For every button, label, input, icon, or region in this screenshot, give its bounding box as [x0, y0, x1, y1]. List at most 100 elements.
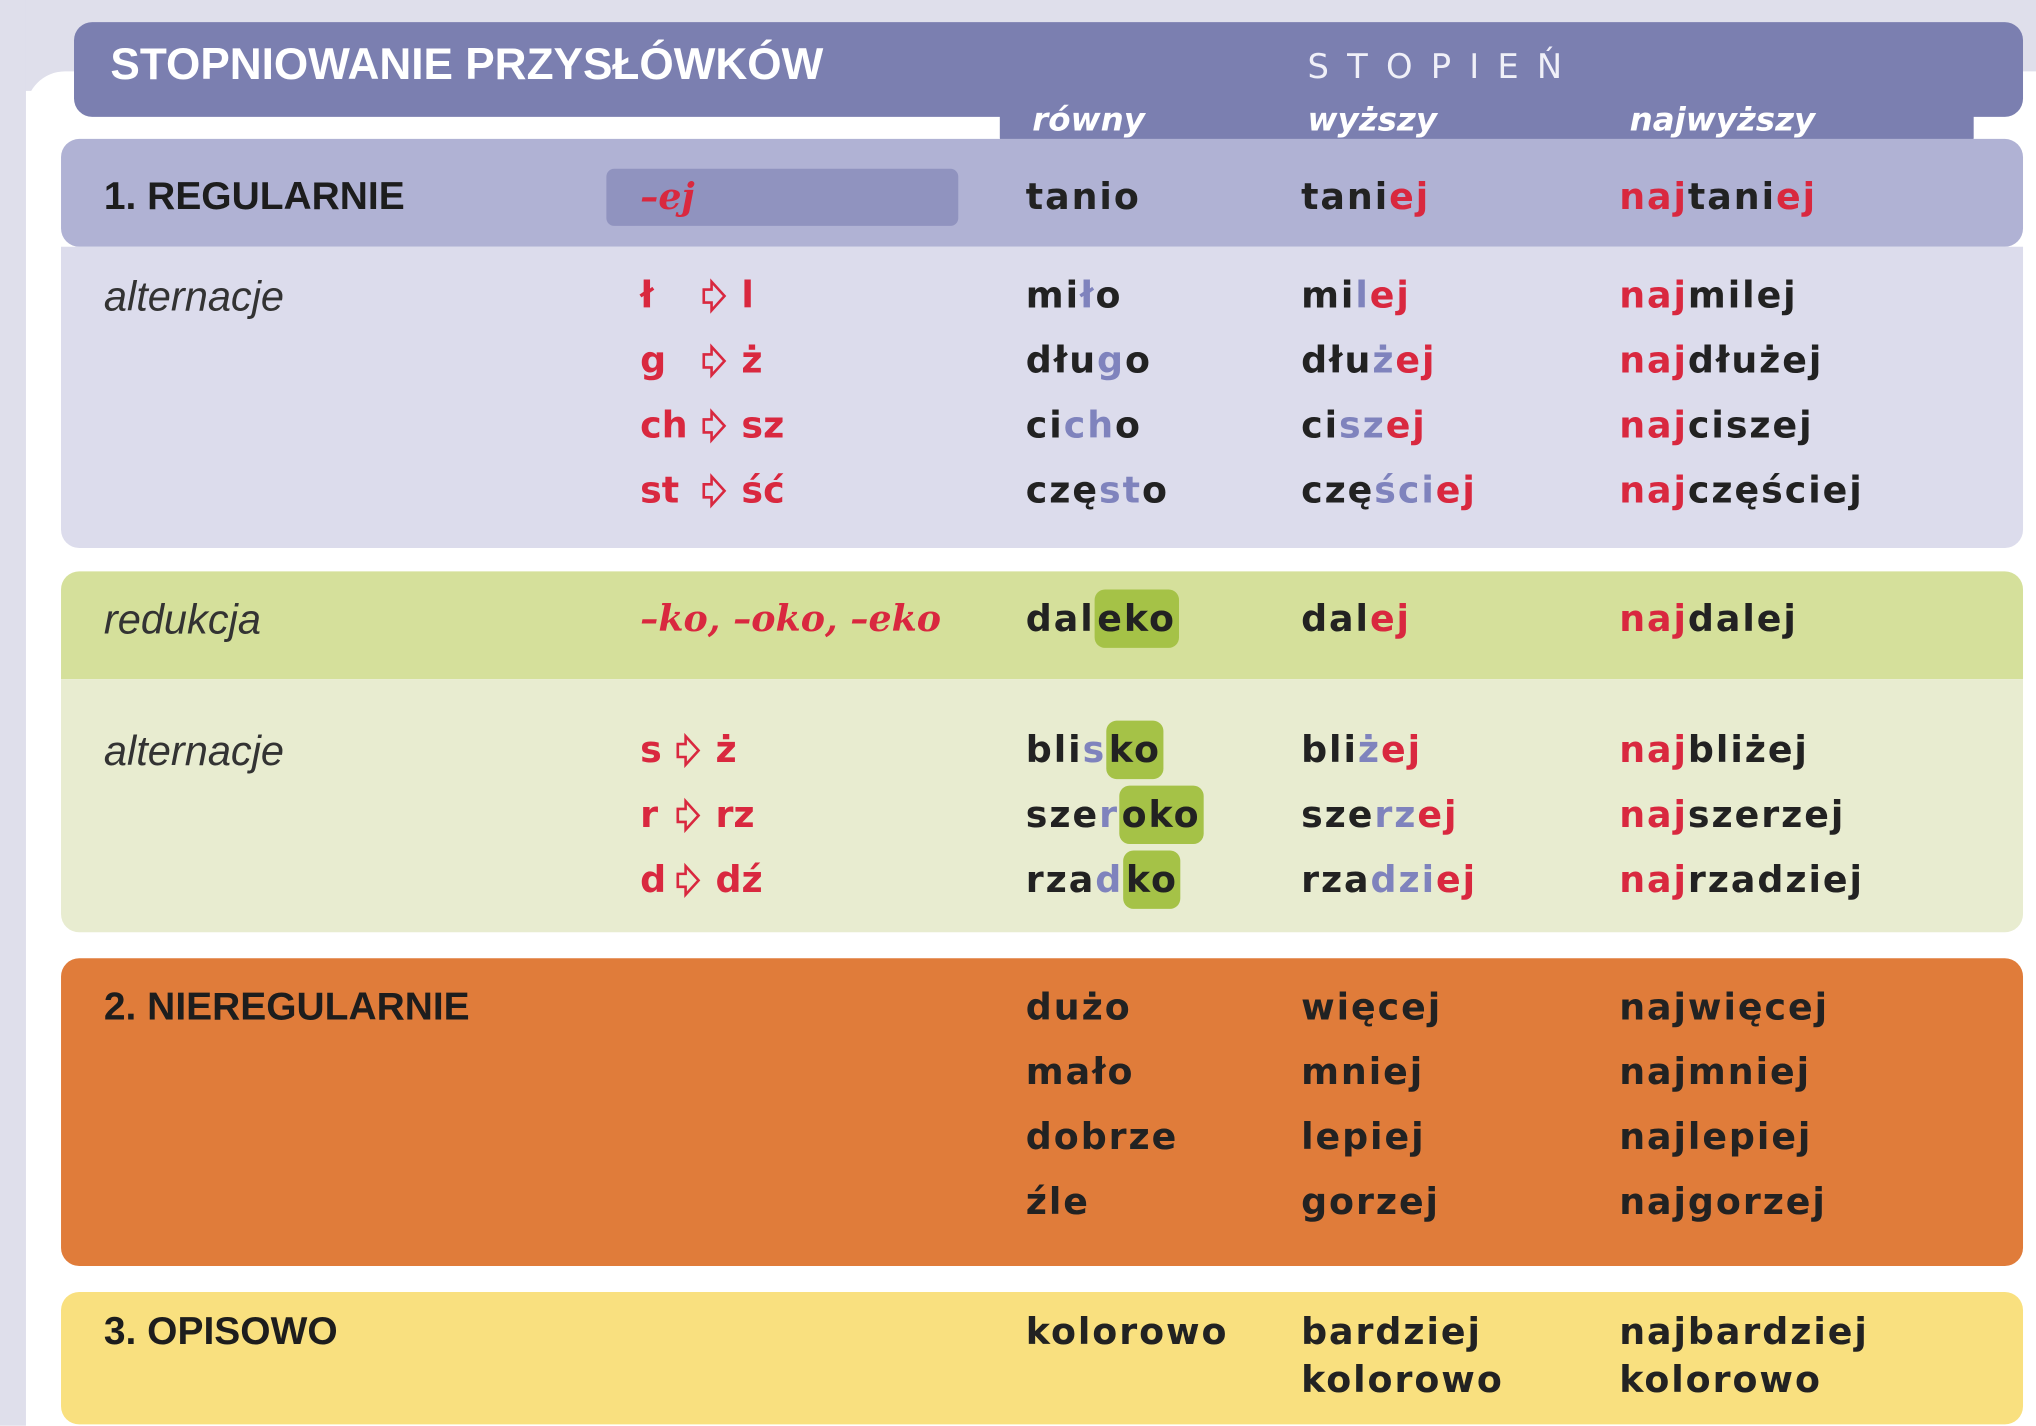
word-part: kolorowo — [1025, 1310, 1229, 1354]
word-part: ko — [1106, 720, 1164, 780]
word-part: ci — [1301, 403, 1339, 447]
word-part: ej — [1385, 403, 1427, 447]
word-part: najbardziej — [1619, 1310, 1869, 1354]
word: najczęściej — [1619, 472, 1863, 509]
rule-to: sz — [741, 403, 785, 447]
header-bar — [74, 22, 2024, 117]
word: dobrze — [1026, 1119, 1178, 1155]
word: bliżej — [1301, 732, 1422, 768]
word-part: dobrze — [1025, 1115, 1179, 1159]
word-part: tanio — [1025, 175, 1141, 219]
word-part: o — [1125, 338, 1152, 382]
rule-from: g — [640, 338, 667, 382]
rule-to: ż — [741, 338, 763, 382]
band-label: 1. REGULARNIE — [103, 175, 405, 219]
word: najmniej — [1619, 1054, 1811, 1090]
band-label: alternacje — [103, 272, 285, 320]
word: cicho — [1026, 407, 1142, 444]
word: daleko — [1026, 589, 1179, 648]
word-part: tani — [1301, 175, 1390, 219]
word-part: mi — [1025, 273, 1081, 317]
word-part: naj — [1619, 728, 1688, 772]
word-part: czę — [1025, 468, 1100, 512]
title: STOPNIOWANIE PRZYSŁÓWKÓW — [110, 40, 824, 90]
word-part: ł — [1080, 273, 1096, 317]
word-part: st — [1099, 468, 1142, 512]
suffix-box — [606, 168, 959, 226]
word: najbardziej — [1619, 1313, 1869, 1350]
arrow — [702, 473, 727, 509]
word: najgorzej — [1619, 1184, 1827, 1220]
word-part: ż — [1372, 338, 1396, 382]
word: często — [1026, 472, 1169, 509]
word-part: naj — [1619, 273, 1688, 317]
rule-to: ż — [715, 728, 737, 772]
arrow-shape — [702, 408, 727, 444]
band-background — [61, 571, 2024, 680]
word: dalej — [1301, 601, 1411, 637]
word-part: ej — [1389, 175, 1431, 219]
word-part: sz — [1338, 403, 1386, 447]
word-part: naj — [1619, 858, 1688, 902]
word-part: najlepiej — [1619, 1115, 1813, 1159]
word-part: naj — [1619, 597, 1688, 641]
word-part: tani — [1687, 175, 1776, 219]
word-part: naj — [1619, 793, 1688, 837]
group-label: STOPIEŃ — [1307, 48, 1581, 87]
word-part: dal — [1301, 597, 1370, 641]
band-label: alternacje — [103, 727, 285, 774]
alternation-rule: ch sz — [640, 403, 785, 447]
rule-from: r — [640, 793, 659, 837]
word: szerzej — [1301, 797, 1458, 833]
arrow — [676, 797, 701, 834]
word-part: rzadziej — [1687, 858, 1864, 902]
word-part: więcej — [1301, 985, 1443, 1029]
word-part: ciszej — [1687, 403, 1814, 447]
word-part: ej — [1775, 175, 1818, 219]
word: blisko — [1026, 720, 1164, 780]
word: kolorowo — [1026, 1313, 1229, 1350]
word-part: ch — [1063, 403, 1116, 447]
arrow — [702, 343, 727, 379]
rule-to: rz — [715, 793, 755, 837]
alternation-rule: st ść — [640, 468, 785, 512]
word-part: sze — [1025, 793, 1100, 837]
arrow — [676, 862, 701, 899]
rule-to: ść — [741, 468, 785, 512]
band-label: 2. NIEREGULARNIE — [103, 985, 470, 1029]
column-label: najwyższy — [1629, 100, 1816, 139]
arrow-shape — [676, 797, 701, 834]
band-label: redukcja — [103, 595, 261, 643]
word-part: d — [1095, 858, 1124, 902]
word-part: najmniej — [1619, 1050, 1812, 1094]
word-part: najwięcej — [1619, 985, 1829, 1029]
word-part: s — [1082, 728, 1107, 772]
band-background — [61, 246, 2024, 548]
word: więcej — [1301, 989, 1442, 1025]
rule-from: st — [640, 468, 680, 512]
word: najbliżej — [1619, 732, 1809, 768]
word: dużo — [1026, 989, 1132, 1025]
word-part: r — [1099, 793, 1119, 837]
word-part: kolorowo — [1301, 1358, 1504, 1402]
word: tanio — [1026, 179, 1141, 215]
word: najrzadziej — [1619, 862, 1864, 898]
word-part: oko — [1118, 785, 1204, 845]
word-part: lepiej — [1301, 1115, 1426, 1159]
word-part: o — [1115, 403, 1142, 447]
column-label: wyższy — [1307, 100, 1437, 139]
word: milej — [1301, 277, 1411, 314]
arrow-shape — [702, 343, 727, 379]
word: najciszej — [1619, 407, 1813, 444]
word: najlepiej — [1619, 1119, 1812, 1155]
arrow-shape — [702, 278, 727, 314]
word: dłużej — [1301, 342, 1436, 379]
word-part: bli — [1025, 728, 1083, 772]
word: częściej — [1301, 472, 1477, 509]
band-background — [61, 958, 2024, 1267]
word-part: dłu — [1301, 338, 1373, 382]
word-part: dal — [1025, 597, 1095, 641]
word: ciszej — [1301, 407, 1427, 444]
